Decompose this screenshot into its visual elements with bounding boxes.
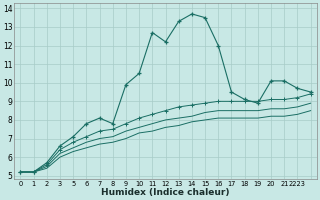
X-axis label: Humidex (Indice chaleur): Humidex (Indice chaleur)	[101, 188, 230, 197]
